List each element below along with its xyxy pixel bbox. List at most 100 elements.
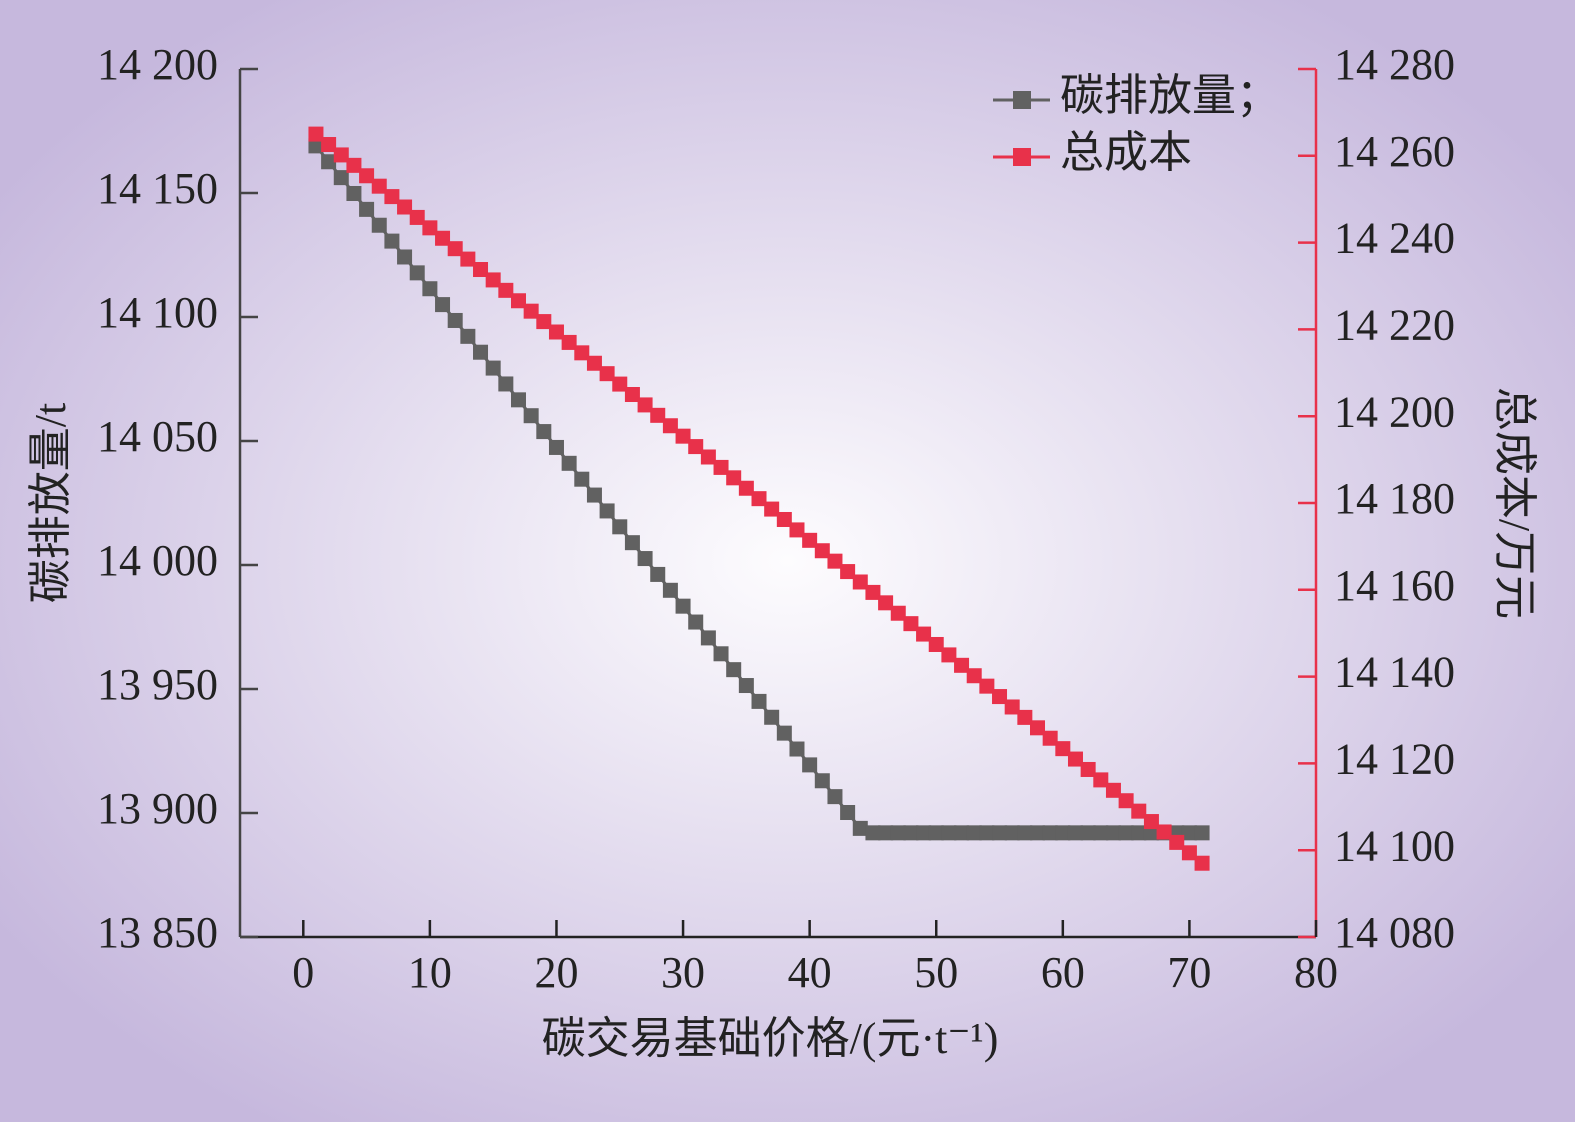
point [485, 360, 501, 376]
point [536, 314, 552, 330]
point [954, 825, 970, 841]
point [1067, 751, 1083, 767]
y2-tick-label: 14 220 [1334, 300, 1455, 349]
point [966, 825, 982, 841]
point [1093, 772, 1109, 788]
point [1055, 825, 1071, 841]
point [928, 636, 944, 652]
point [384, 189, 400, 205]
point [624, 387, 640, 402]
point [738, 678, 754, 694]
point [1042, 730, 1058, 746]
point [1030, 825, 1046, 841]
point [612, 376, 628, 392]
point [903, 616, 919, 632]
point [852, 820, 868, 836]
point [523, 408, 539, 424]
point [738, 480, 754, 496]
point [308, 138, 324, 154]
point [371, 217, 387, 233]
point [776, 511, 792, 527]
point [916, 825, 932, 841]
point [1017, 709, 1033, 725]
point [650, 566, 666, 582]
point [751, 491, 767, 507]
point [726, 662, 742, 678]
point [359, 201, 375, 217]
point [333, 170, 349, 186]
legend-marker [1013, 91, 1031, 109]
y2-tick-label: 14 120 [1334, 734, 1455, 783]
point [966, 668, 982, 684]
y-tick-label: 14 150 [97, 164, 218, 213]
point [890, 825, 906, 841]
point [662, 418, 678, 434]
point [574, 345, 590, 361]
point [409, 265, 425, 281]
point [548, 439, 564, 455]
point [954, 657, 970, 673]
point [473, 344, 489, 360]
point [1118, 793, 1134, 809]
point [321, 137, 337, 153]
point [1143, 825, 1159, 841]
point [827, 789, 843, 805]
point [1105, 782, 1121, 798]
point [447, 241, 463, 257]
point [814, 773, 830, 789]
y2-tick-label: 14 160 [1334, 561, 1455, 610]
point [1042, 825, 1058, 841]
point [1055, 741, 1071, 757]
point [789, 741, 805, 757]
point [346, 157, 362, 173]
point [713, 459, 729, 475]
x-tick-label: 50 [914, 948, 958, 997]
y2-tick-label: 14 180 [1334, 474, 1455, 523]
x-tick-label: 60 [1041, 948, 1085, 997]
point [1156, 824, 1172, 840]
point [346, 185, 362, 201]
point [397, 199, 413, 215]
point [1080, 761, 1096, 777]
point [1194, 825, 1210, 841]
point [561, 334, 577, 350]
point [384, 233, 400, 249]
point [599, 366, 615, 382]
point [1093, 825, 1109, 841]
legend-label: 碳排放量； [1060, 71, 1280, 120]
point [1067, 825, 1083, 841]
y-tick-label: 14 050 [97, 412, 218, 461]
point [700, 630, 716, 646]
point [852, 574, 868, 590]
point [776, 725, 792, 741]
point [1017, 825, 1033, 841]
point [359, 168, 375, 184]
legend-label: 总成本 [1060, 128, 1192, 177]
point [435, 230, 451, 246]
y2-tick-label: 14 100 [1334, 821, 1455, 870]
point [485, 272, 501, 288]
point [333, 147, 349, 163]
point [992, 825, 1008, 841]
point [992, 689, 1008, 705]
point [878, 825, 894, 841]
point [827, 553, 843, 569]
point [840, 805, 856, 821]
point [498, 376, 514, 392]
point [1169, 834, 1185, 850]
point [1143, 814, 1159, 830]
point [612, 519, 628, 535]
point [1118, 825, 1134, 841]
point [751, 693, 767, 709]
point [764, 501, 780, 517]
point [916, 626, 932, 642]
y-axis-label: 碳排放量/t [26, 403, 75, 603]
y2-tick-label: 14 280 [1334, 40, 1455, 89]
point [1105, 825, 1121, 841]
y-tick-label: 13 950 [97, 660, 218, 709]
point [979, 825, 995, 841]
y2-axis-label: 总成本/万元 [1490, 387, 1539, 619]
y2-tick-label: 14 260 [1334, 127, 1455, 176]
